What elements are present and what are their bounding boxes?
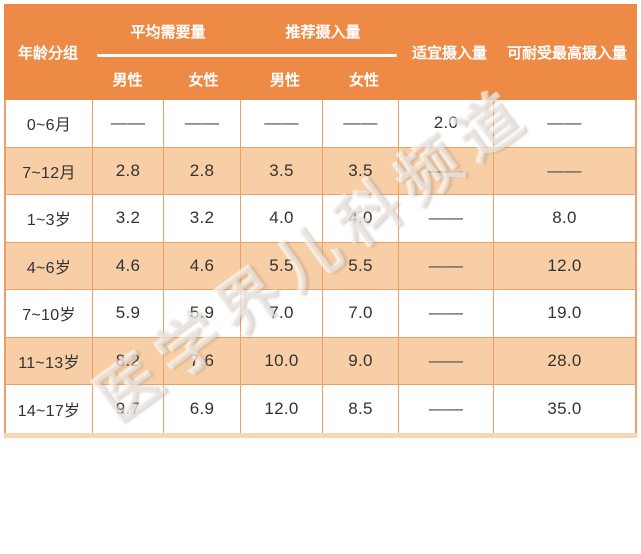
rni-male-cell: 5.5 [240,242,322,289]
rni-female-cell: 7.0 [322,290,398,337]
rni-male-cell: —— [240,100,322,147]
table-row: 7~12月 2.8 2.8 3.5 3.5 —— —— [6,147,635,195]
upper-intake-cell: 28.0 [493,337,635,384]
upper-intake-cell: 8.0 [493,195,635,242]
rni-female-cell: 4.0 [322,195,398,242]
upper-intake-cell: 19.0 [493,290,635,337]
adequate-intake-cell: —— [398,337,493,384]
dietary-intake-table: 年龄分组 平均需要量 推荐摄入量 男性 女性 男性 女性 适宜摄入量 可耐受最高… [4,4,637,435]
rni-female-cell: 9.0 [322,337,398,384]
age-cell: 11~13岁 [18,354,80,372]
adequate-intake-cell: —— [398,147,493,194]
table-row: 1~3岁 3.2 3.2 4.0 4.0 —— 8.0 [6,195,635,243]
ear-female-cell: 7.6 [163,337,240,384]
rni-male-cell: 4.0 [240,195,322,242]
intake-table-page: 年龄分组 平均需要量 推荐摄入量 男性 女性 男性 女性 适宜摄入量 可耐受最高… [4,4,637,438]
header-divider-line [97,54,397,57]
upper-intake-cell: 12.0 [493,242,635,289]
table-row: 7~10岁 5.9 5.9 7.0 7.0 —— 19.0 [6,290,635,338]
table-row: 14~17岁 9.7 6.9 12.0 8.5 —— 35.0 [6,385,635,433]
table-row: 11~13岁 8.2 7.6 10.0 9.0 —— 28.0 [6,337,635,385]
rni-female-cell: 5.5 [322,242,398,289]
adequate-intake-cell: —— [398,195,493,242]
header-ear-female: 女性 [188,71,219,89]
table-row: 4~6岁 4.6 4.6 5.5 5.5 —— 12.0 [6,242,635,290]
header-upper-intake: 可耐受最高摄入量 [506,44,627,62]
header-adequate-intake: 适宜摄入量 [411,44,487,62]
rni-male-cell: 10.0 [240,337,322,384]
upper-intake-cell: —— [493,100,635,147]
header-rni-female: 女性 [348,71,379,89]
rni-male-cell: 7.0 [240,290,322,337]
table-body: 0~6月 —— —— —— —— 2.0 —— 7~12月 2.8 2.8 3.… [4,100,637,435]
ear-female-cell: 5.9 [163,290,240,337]
age-cell: 7~12月 [22,164,76,182]
ear-male-cell: 3.2 [92,195,163,242]
header-average-requirement: 平均需要量 [130,23,206,41]
header-rni-male: 男性 [269,71,300,89]
table-header: 年龄分组 平均需要量 推荐摄入量 男性 女性 男性 女性 适宜摄入量 可耐受最高… [4,4,637,100]
rni-male-cell: 12.0 [240,385,322,433]
rni-female-cell: 8.5 [322,385,398,433]
table-bottom-strip [4,433,637,438]
adequate-intake-cell: —— [398,242,493,289]
ear-female-cell: 2.8 [163,147,240,194]
upper-intake-cell: 35.0 [493,385,635,433]
ear-male-cell: 4.6 [92,242,163,289]
age-cell: 7~10岁 [22,307,76,325]
ear-male-cell: 8.2 [92,337,163,384]
ear-male-cell: 5.9 [92,290,163,337]
header-recommended-intake: 推荐摄入量 [285,23,361,41]
age-cell: 1~3岁 [26,212,72,230]
adequate-intake-cell: —— [398,385,493,433]
adequate-intake-cell: —— [398,290,493,337]
rni-female-cell: —— [322,100,398,147]
age-cell: 0~6月 [26,117,72,135]
rni-male-cell: 3.5 [240,147,322,194]
table-row: 0~6月 —— —— —— —— 2.0 —— [6,100,635,148]
ear-male-cell: 9.7 [92,385,163,433]
rni-female-cell: 3.5 [322,147,398,194]
ear-female-cell: 4.6 [163,242,240,289]
ear-male-cell: —— [92,100,163,147]
adequate-intake-cell: 2.0 [398,100,493,147]
ear-female-cell: —— [163,100,240,147]
ear-male-cell: 2.8 [92,147,163,194]
ear-female-cell: 6.9 [163,385,240,433]
upper-intake-cell: —— [493,147,635,194]
header-ear-male: 男性 [112,71,143,89]
age-cell: 14~17岁 [17,402,81,420]
header-age-group: 年龄分组 [17,44,78,62]
age-cell: 4~6岁 [26,259,72,277]
ear-female-cell: 3.2 [163,195,240,242]
